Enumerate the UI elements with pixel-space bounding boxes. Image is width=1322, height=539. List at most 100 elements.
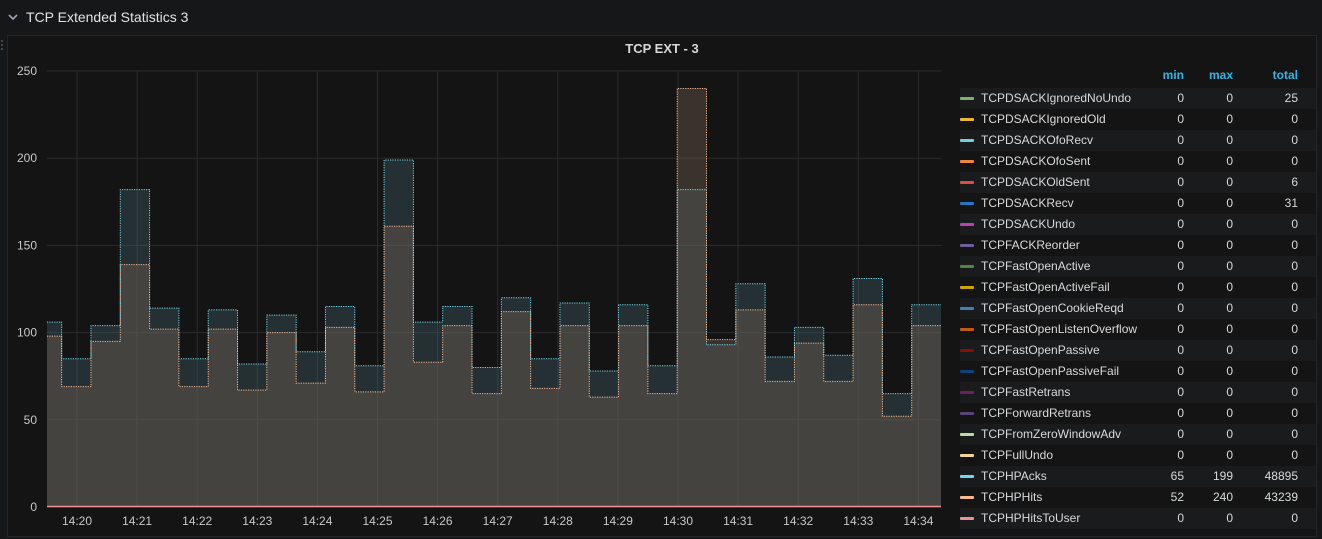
legend-series-name[interactable]: TCPFastRetrans (981, 385, 1071, 399)
legend-item[interactable]: TCPDSACKUndo 0 0 0 (960, 214, 1316, 235)
legend-series-name[interactable]: TCPFACKReorder (981, 238, 1080, 252)
legend-item[interactable]: TCPFastOpenActive 0 0 0 (960, 256, 1316, 277)
legend-total-value: 25 (1284, 91, 1298, 105)
legend-item[interactable]: TCPDSACKIgnoredOld 0 0 0 (960, 109, 1316, 130)
legend-swatch-icon[interactable] (960, 517, 974, 520)
legend-max-value: 0 (1226, 217, 1233, 231)
legend-item[interactable]: TCPHPHitsToUser 0 0 0 (960, 508, 1316, 529)
legend-swatch-icon[interactable] (960, 454, 974, 457)
legend-series-name[interactable]: TCPDSACKUndo (981, 217, 1076, 231)
legend-series-name[interactable]: TCPDSACKIgnoredNoUndo (981, 91, 1132, 105)
panel-title[interactable]: TCP EXT - 3 (625, 41, 699, 56)
legend-swatch-icon[interactable] (960, 328, 974, 331)
legend-swatch-icon[interactable] (960, 181, 974, 184)
legend-swatch-icon[interactable] (960, 370, 974, 373)
legend-swatch-icon[interactable] (960, 244, 974, 247)
legend-swatch-icon[interactable] (960, 160, 974, 163)
legend-item[interactable]: TCPFastOpenPassive 0 0 0 (960, 340, 1316, 361)
legend-swatch-icon[interactable] (960, 412, 974, 415)
legend-min-value: 0 (1177, 133, 1184, 147)
legend-min-value: 0 (1177, 91, 1184, 105)
x-tick-label: 14:25 (362, 514, 392, 528)
legend-item[interactable]: TCPFastOpenListenOverflow 0 0 0 (960, 319, 1316, 340)
legend-item[interactable]: TCPDSACKOfoSent 0 0 0 (960, 151, 1316, 172)
legend-total-value: 0 (1291, 322, 1298, 336)
series-line-tcphphits[interactable] (47, 87, 941, 417)
legend-max-value: 0 (1226, 448, 1233, 462)
legend-max-value: 240 (1212, 490, 1233, 504)
legend-header-min[interactable]: min (1162, 68, 1184, 82)
legend-swatch-icon[interactable] (960, 286, 974, 289)
legend-max-value: 0 (1226, 133, 1233, 147)
legend-series-name[interactable]: TCPHPHits (981, 490, 1043, 504)
legend-min-value: 0 (1177, 364, 1184, 378)
legend-series-name[interactable]: TCPDSACKOfoRecv (981, 133, 1094, 147)
legend-series-name[interactable]: TCPFromZeroWindowAdv (981, 427, 1122, 441)
legend-min-value: 0 (1177, 154, 1184, 168)
legend-series-name[interactable]: TCPFastOpenActive (981, 259, 1091, 273)
legend-series-name[interactable]: TCPFastOpenListenOverflow (981, 322, 1138, 336)
legend-item[interactable]: TCPFastRetrans 0 0 0 (960, 382, 1316, 403)
legend-series-name[interactable]: TCPFastOpenCookieReqd (981, 301, 1124, 315)
legend-min-value: 0 (1177, 112, 1184, 126)
legend-item[interactable]: TCPForwardRetrans 0 0 0 (960, 403, 1316, 424)
legend-total-value: 6 (1291, 175, 1298, 189)
legend-swatch-icon[interactable] (960, 433, 974, 436)
chart-plot[interactable]: 0 50 100 150 200 250 14:20 14:21 14:22 14:23 14:24… (8, 36, 953, 536)
x-tick-label: 14:26 (423, 514, 453, 528)
legend-header-max[interactable]: max (1208, 68, 1233, 82)
legend-swatch-icon[interactable] (960, 307, 974, 310)
row-title[interactable]: TCP Extended Statistics 3 (26, 9, 189, 25)
legend-swatch-icon[interactable] (960, 139, 974, 142)
legend-series-name[interactable]: TCPFastOpenPassive (981, 343, 1100, 357)
x-tick-label: 14:33 (843, 514, 873, 528)
series-area-tcphphits (47, 88, 941, 507)
legend-series-name[interactable]: TCPDSACKOldSent (981, 175, 1090, 189)
legend-swatch-icon[interactable] (960, 202, 974, 205)
legend-item[interactable]: TCPFACKReorder 0 0 0 (960, 235, 1316, 256)
legend-item[interactable]: TCPDSACKOfoRecv 0 0 0 (960, 130, 1316, 151)
legend-item[interactable]: TCPHPAcks 65 199 48895 (960, 466, 1316, 487)
x-tick-label: 14:23 (242, 514, 272, 528)
legend-total-value: 0 (1291, 427, 1298, 441)
legend-series-name[interactable]: TCPDSACKIgnoredOld (981, 112, 1106, 126)
legend-item[interactable]: TCPFastOpenCookieReqd 0 0 0 (960, 298, 1316, 319)
legend-item[interactable]: TCPDSACKIgnoredNoUndo 0 0 25 (960, 88, 1316, 109)
legend-series-name[interactable]: TCPForwardRetrans (981, 406, 1092, 420)
legend-total-value: 0 (1291, 511, 1298, 525)
legend-item[interactable]: TCPDSACKRecv 0 0 31 (960, 193, 1316, 214)
legend-item[interactable]: TCPHPHits 52 240 43239 (960, 487, 1316, 508)
drag-handle-icon[interactable] (0, 38, 4, 52)
legend-swatch-icon[interactable] (960, 475, 974, 478)
legend-total-value: 0 (1291, 385, 1298, 399)
legend-header-total[interactable]: total (1272, 68, 1298, 82)
series-line-tcphpacks[interactable] (47, 159, 941, 395)
legend-series-name[interactable]: TCPFastOpenActiveFail (981, 280, 1110, 294)
row-header[interactable]: TCP Extended Statistics 3 (0, 0, 1322, 34)
x-tick-label: 14:21 (122, 514, 152, 528)
x-tick-label: 14:30 (663, 514, 693, 528)
legend-item[interactable]: TCPFastOpenActiveFail 0 0 0 (960, 277, 1316, 298)
legend-series-name[interactable]: TCPHPAcks (981, 469, 1047, 483)
legend-item[interactable]: TCPFullUndo 0 0 0 (960, 445, 1316, 466)
legend-item[interactable]: TCPDSACKOldSent 0 0 6 (960, 172, 1316, 193)
legend-series-name[interactable]: TCPFullUndo (981, 448, 1054, 462)
legend-item[interactable]: TCPFastOpenPassiveFail 0 0 0 (960, 361, 1316, 382)
legend-max-value: 0 (1226, 385, 1233, 399)
legend-swatch-icon[interactable] (960, 97, 974, 100)
legend-series-name[interactable]: TCPFastOpenPassiveFail (981, 364, 1120, 378)
legend-series-name[interactable]: TCPDSACKRecv (981, 196, 1074, 210)
legend-total-value: 0 (1291, 238, 1298, 252)
chevron-down-icon[interactable] (8, 12, 18, 22)
legend-swatch-icon[interactable] (960, 265, 974, 268)
legend-swatch-icon[interactable] (960, 223, 974, 226)
legend-swatch-icon[interactable] (960, 118, 974, 121)
legend-total-value: 43239 (1264, 490, 1298, 504)
legend-swatch-icon[interactable] (960, 349, 974, 352)
legend-series-name[interactable]: TCPDSACKOfoSent (981, 154, 1091, 168)
legend-swatch-icon[interactable] (960, 391, 974, 394)
legend-max-value: 0 (1226, 301, 1233, 315)
legend-series-name[interactable]: TCPHPHitsToUser (981, 511, 1081, 525)
legend-swatch-icon[interactable] (960, 496, 974, 499)
legend-item[interactable]: TCPFromZeroWindowAdv 0 0 0 (960, 424, 1316, 445)
